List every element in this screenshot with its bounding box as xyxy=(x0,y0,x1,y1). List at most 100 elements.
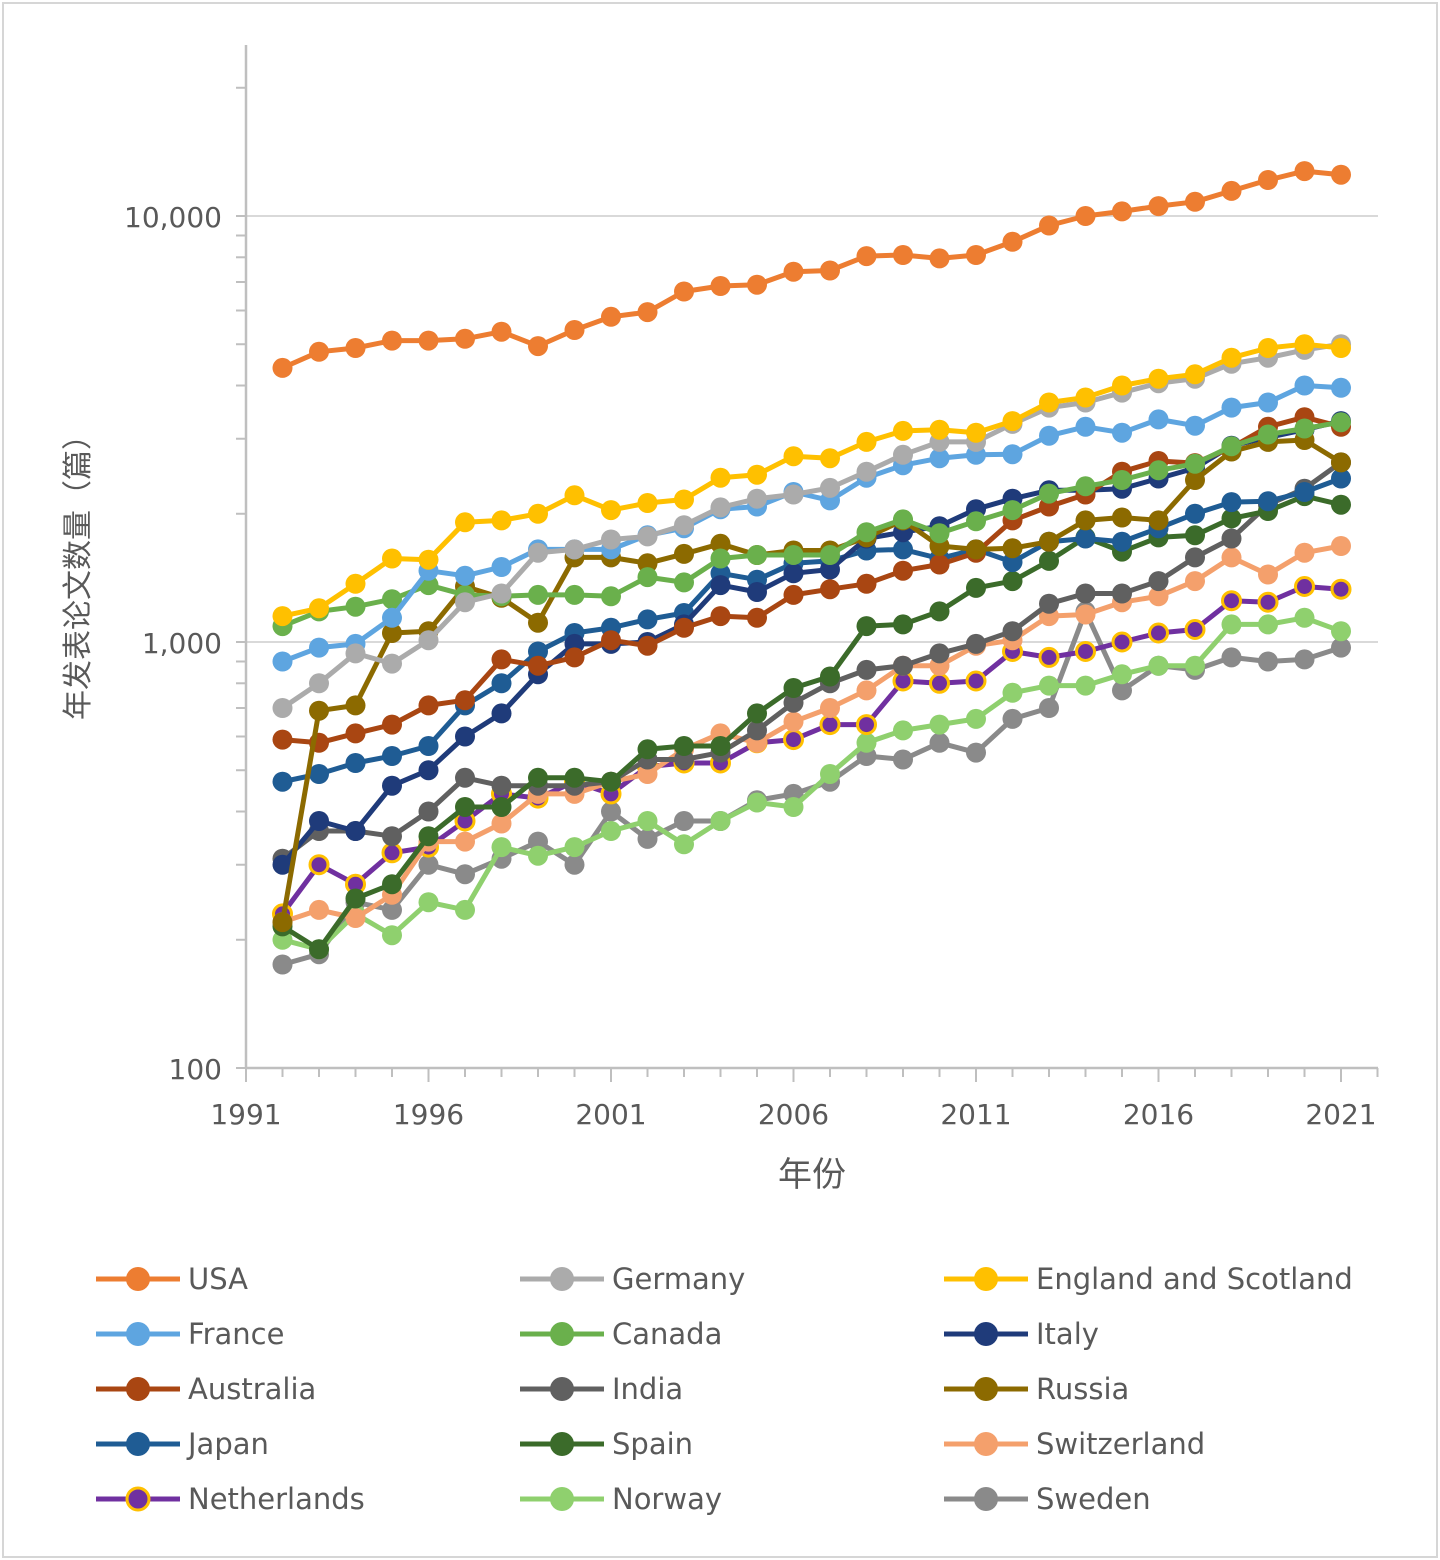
data-point xyxy=(1258,392,1278,413)
data-point xyxy=(601,586,621,607)
y-tick-label: 100 xyxy=(169,1053,222,1086)
data-point xyxy=(528,612,548,633)
data-point xyxy=(1002,682,1023,703)
x-tick-label: 2021 xyxy=(1305,1098,1376,1131)
data-point xyxy=(1221,492,1242,513)
data-point xyxy=(1002,538,1023,559)
series-england-and-scotland xyxy=(272,334,1351,627)
data-point xyxy=(820,666,840,687)
data-point xyxy=(1112,531,1132,552)
data-point xyxy=(893,539,913,560)
data-point xyxy=(783,797,804,817)
data-point xyxy=(564,485,585,506)
data-point xyxy=(1185,415,1205,436)
data-point xyxy=(674,617,694,638)
legend-label: Canada xyxy=(612,1317,722,1351)
data-point xyxy=(382,623,402,643)
data-point xyxy=(601,306,621,327)
data-point xyxy=(1258,491,1278,512)
data-point xyxy=(856,680,877,701)
legend-label: USA xyxy=(188,1262,248,1296)
data-point xyxy=(418,760,439,781)
data-point xyxy=(966,742,986,763)
data-point xyxy=(1258,651,1278,672)
data-point xyxy=(1294,649,1315,670)
data-point xyxy=(1294,375,1315,396)
data-point xyxy=(1294,607,1315,628)
data-point xyxy=(1148,571,1169,592)
legend-label: Spain xyxy=(612,1427,693,1461)
legend-marker xyxy=(125,1486,151,1512)
data-point xyxy=(783,484,804,505)
data-point xyxy=(747,792,767,813)
data-point xyxy=(1148,655,1169,676)
data-point xyxy=(710,276,731,296)
data-point xyxy=(308,854,330,876)
data-point xyxy=(856,573,877,594)
data-point xyxy=(1331,452,1351,473)
legend-item: Australia xyxy=(96,1372,316,1406)
data-point xyxy=(637,609,658,630)
data-point xyxy=(1112,375,1132,396)
data-point xyxy=(1002,552,1023,573)
data-point xyxy=(1330,578,1352,600)
data-point xyxy=(1221,347,1242,368)
data-point xyxy=(1185,191,1205,212)
data-point xyxy=(382,589,402,610)
data-point xyxy=(1221,528,1242,549)
data-point xyxy=(1294,161,1315,182)
legend-label: Australia xyxy=(188,1372,316,1406)
data-point xyxy=(820,698,840,718)
data-point xyxy=(455,592,475,613)
data-point xyxy=(272,651,293,672)
data-point xyxy=(564,647,585,668)
data-point xyxy=(783,729,804,751)
data-point xyxy=(1002,500,1023,521)
data-point xyxy=(1258,338,1278,358)
data-point xyxy=(272,912,293,933)
data-point xyxy=(893,245,913,265)
data-point xyxy=(637,553,658,574)
data-point xyxy=(1148,460,1169,481)
data-point xyxy=(820,579,840,600)
data-point xyxy=(564,837,585,858)
data-point xyxy=(637,828,658,849)
data-point xyxy=(929,732,950,753)
legend-label: Germany xyxy=(612,1262,745,1296)
data-point xyxy=(674,811,694,831)
data-point xyxy=(455,690,475,711)
data-point xyxy=(783,563,804,584)
data-point xyxy=(418,330,439,351)
data-point xyxy=(455,512,475,533)
data-point xyxy=(1184,619,1206,640)
data-point xyxy=(1039,531,1059,552)
data-point xyxy=(382,653,402,674)
legend-label: Italy xyxy=(1036,1317,1099,1351)
data-point xyxy=(1039,425,1059,446)
data-point xyxy=(929,248,950,269)
data-point xyxy=(1112,422,1132,443)
data-point xyxy=(893,420,913,441)
data-point xyxy=(1112,201,1132,222)
data-point xyxy=(674,572,694,593)
data-point xyxy=(528,767,548,788)
data-point xyxy=(856,714,877,736)
legend-item: Italy xyxy=(944,1317,1099,1351)
data-point xyxy=(1148,586,1169,607)
data-point xyxy=(637,493,658,513)
data-point xyxy=(893,749,913,770)
data-point xyxy=(1221,508,1242,529)
legend-item: Spain xyxy=(520,1427,693,1461)
x-tick-label: 2011 xyxy=(940,1098,1011,1131)
data-point xyxy=(1294,334,1315,355)
data-point xyxy=(418,801,439,822)
data-point xyxy=(1331,338,1351,358)
data-point xyxy=(747,703,767,724)
data-point xyxy=(491,557,512,577)
data-point xyxy=(601,529,621,550)
y-axis-label: 年发表论文数量（篇） xyxy=(61,420,96,720)
data-point xyxy=(893,560,913,581)
data-point xyxy=(564,767,585,788)
data-point xyxy=(1002,411,1023,432)
data-point xyxy=(710,736,731,756)
